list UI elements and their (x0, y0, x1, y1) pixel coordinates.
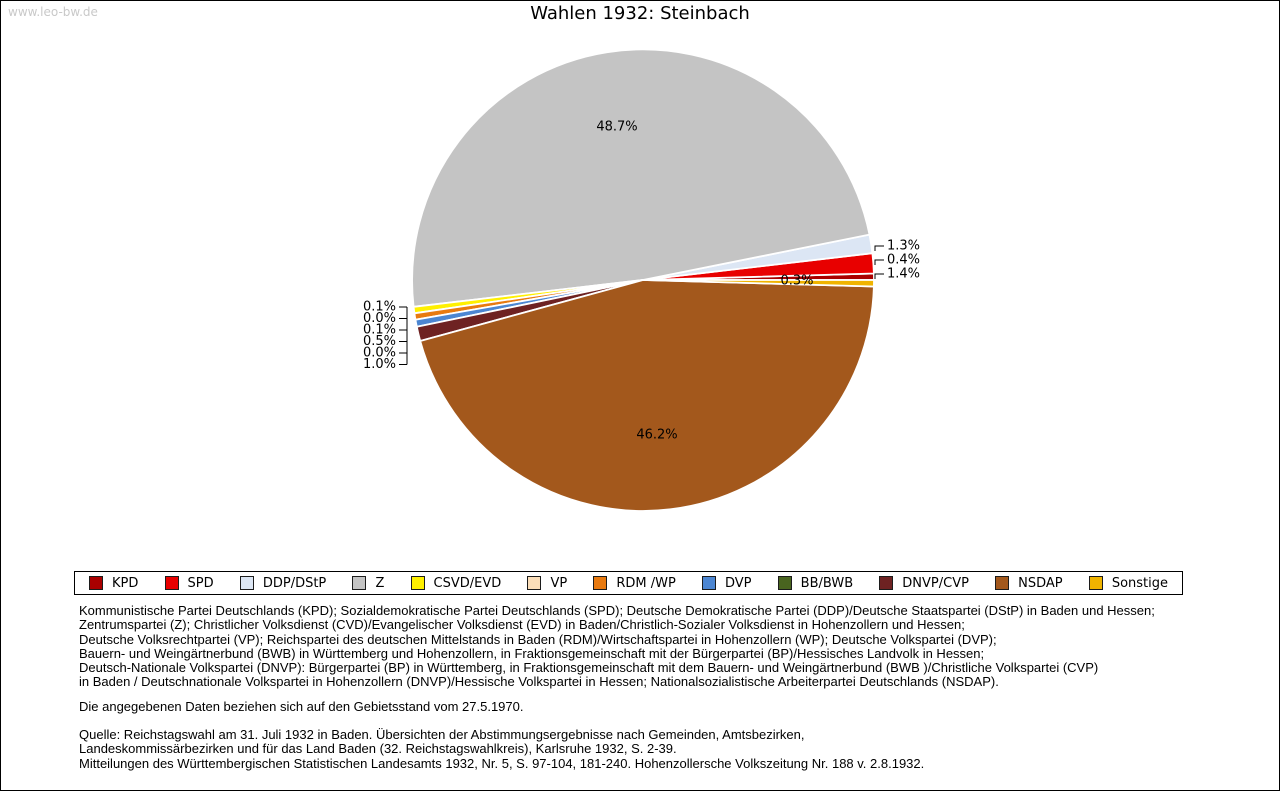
slice-label-rdm-wp: 0.1% (363, 323, 396, 338)
pie-slice-sonstige (642, 279, 875, 288)
legend-swatch (410, 576, 425, 590)
legend-item-spd: SPD (164, 575, 214, 591)
legend-label: CSVD/EVD (433, 575, 502, 591)
slice-label-spd: 1.4% (887, 267, 920, 282)
legend-swatch (239, 576, 254, 590)
legend-label: DVP (724, 575, 752, 591)
legend-label: Z (375, 575, 385, 591)
slice-label-sonstige: 0.3% (780, 274, 813, 289)
legend-item-rdm-wp: RDM /WP (593, 575, 676, 591)
legend-label: DDP/DStP (262, 575, 327, 591)
slice-label-nsdap: 46.2% (636, 428, 677, 443)
slice-label-dnvp-cvp: 1.0% (363, 357, 396, 372)
legend-label: RDM /WP (616, 575, 676, 591)
legend-label: SPD (187, 575, 214, 591)
legend-label: Sonstige (1111, 575, 1168, 591)
legend-item-vp: VP (527, 576, 567, 591)
slice-label-kpd: 0.4% (887, 253, 920, 268)
slice-label-bb-bwb: 0.0% (363, 346, 396, 361)
slice-label-csvd-evd: 0.1% (363, 300, 396, 315)
legend-item-dnvp-cvp: DNVP/CVP (879, 576, 969, 591)
party-definitions-note: Kommunistische Partei Deutschlands (KPD)… (79, 603, 1155, 690)
pie-chart: 48.7%46.2%0.3%1.3%0.4%1.4%0.1%0.0%0.1%0.… (363, 48, 920, 512)
pie-slice-nsdap (419, 279, 875, 512)
chart-legend: KPD SPD DDP/DStP Z CSVD/EVD VP RDM /WP DVP BB/BW… (74, 571, 1183, 595)
leader-line (874, 259, 884, 265)
legend-swatch (164, 576, 179, 590)
legend-swatch (593, 576, 608, 590)
legend-swatch (995, 576, 1010, 590)
legend-item-kpd: KPD (89, 576, 138, 591)
legend-item-nsdap: NSDAP (995, 576, 1063, 591)
legend-swatch (1088, 576, 1103, 590)
legend-label: NSDAP (1018, 575, 1063, 591)
legend-item-ddp-dstp: DDP/DStP (239, 575, 327, 591)
legend-item-dvp: DVP (701, 575, 752, 591)
legend-swatch (352, 576, 367, 590)
slice-label-dvp: 0.5% (363, 334, 396, 349)
slice-label-ddp-dstp: 1.3% (887, 239, 920, 254)
legend-item-bb-bwb: BB/BWB (777, 575, 854, 591)
legend-label: BB/BWB (800, 575, 854, 591)
slice-label-vp: 0.0% (363, 311, 396, 326)
legend-swatch (879, 576, 894, 590)
legend-swatch (89, 576, 103, 590)
legend-label: KPD (112, 575, 139, 591)
legend-item-z: Z (352, 576, 384, 591)
legend-item-csvd-evd: CSVD/EVD (410, 575, 502, 591)
source-note: Quelle: Reichstagswahl am 31. Juli 1932 … (79, 727, 925, 771)
legend-swatch (701, 576, 716, 590)
page-title: Wahlen 1932: Steinbach (530, 3, 750, 24)
legend-item-sonstige: Sonstige (1088, 575, 1168, 591)
slice-label-z: 48.7% (596, 120, 637, 135)
leader-line (874, 245, 884, 251)
legend-swatch (527, 576, 542, 590)
leader-line (874, 273, 884, 279)
watermark: www.leo-bw.de (8, 5, 98, 19)
legend-label: VP (550, 575, 568, 591)
geo-note: Die angegebenen Daten beziehen sich auf … (79, 699, 524, 714)
legend-swatch (777, 576, 792, 590)
pie-slice-z (411, 48, 871, 308)
legend-label: DNVP/CVP (902, 575, 969, 591)
